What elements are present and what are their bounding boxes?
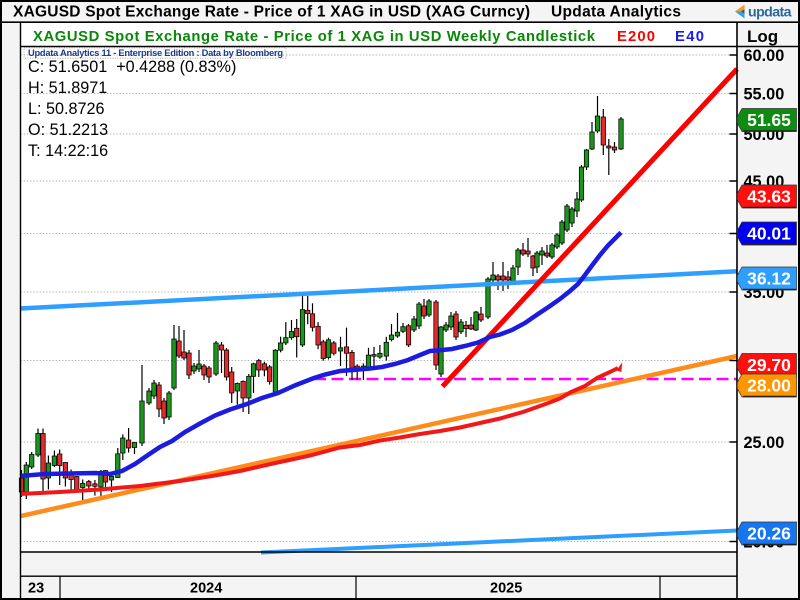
svg-text:40.01: 40.01 (747, 224, 791, 244)
svg-text:XAGUSD Spot Exchange Rate - Pr: XAGUSD Spot Exchange Rate - Price of 1 X… (33, 29, 596, 45)
svg-text:20.26: 20.26 (747, 524, 791, 544)
svg-text:23: 23 (28, 581, 44, 597)
svg-text:Updata Analytics: Updata Analytics (551, 4, 681, 21)
svg-text:51.65: 51.65 (747, 110, 791, 130)
svg-text:H: 51.8971: H: 51.8971 (28, 79, 107, 97)
svg-text:2025: 2025 (490, 581, 522, 597)
svg-text:L: 50.8726: L: 50.8726 (28, 100, 105, 118)
svg-text:O: 51.2213: O: 51.2213 (28, 121, 108, 139)
svg-text:E40: E40 (675, 29, 704, 45)
svg-text:29.70: 29.70 (747, 355, 791, 375)
svg-text:T: 14:22:16: T: 14:22:16 (28, 142, 108, 160)
svg-text:XAGUSD Spot Exchange Rate - Pr: XAGUSD Spot Exchange Rate - Price of 1 X… (13, 4, 530, 21)
svg-text:2024: 2024 (190, 581, 222, 597)
svg-text:28.00: 28.00 (747, 376, 791, 396)
svg-text:Updata Analytics 11 - Enterpri: Updata Analytics 11 - Enterprise Edition… (28, 48, 283, 58)
svg-text:updata: updata (748, 5, 792, 21)
svg-text:43.63: 43.63 (747, 187, 791, 207)
svg-text:Log: Log (747, 27, 778, 46)
svg-text:55.00: 55.00 (744, 85, 785, 103)
svg-text:36.12: 36.12 (747, 269, 791, 289)
svg-text:60.00: 60.00 (744, 47, 785, 65)
svg-text:25.00: 25.00 (744, 434, 785, 452)
svg-text:C: 51.6501 +0.4288 (0.83%): C: 51.6501 +0.4288 (0.83%) (28, 58, 236, 76)
svg-text:E200: E200 (617, 29, 655, 45)
